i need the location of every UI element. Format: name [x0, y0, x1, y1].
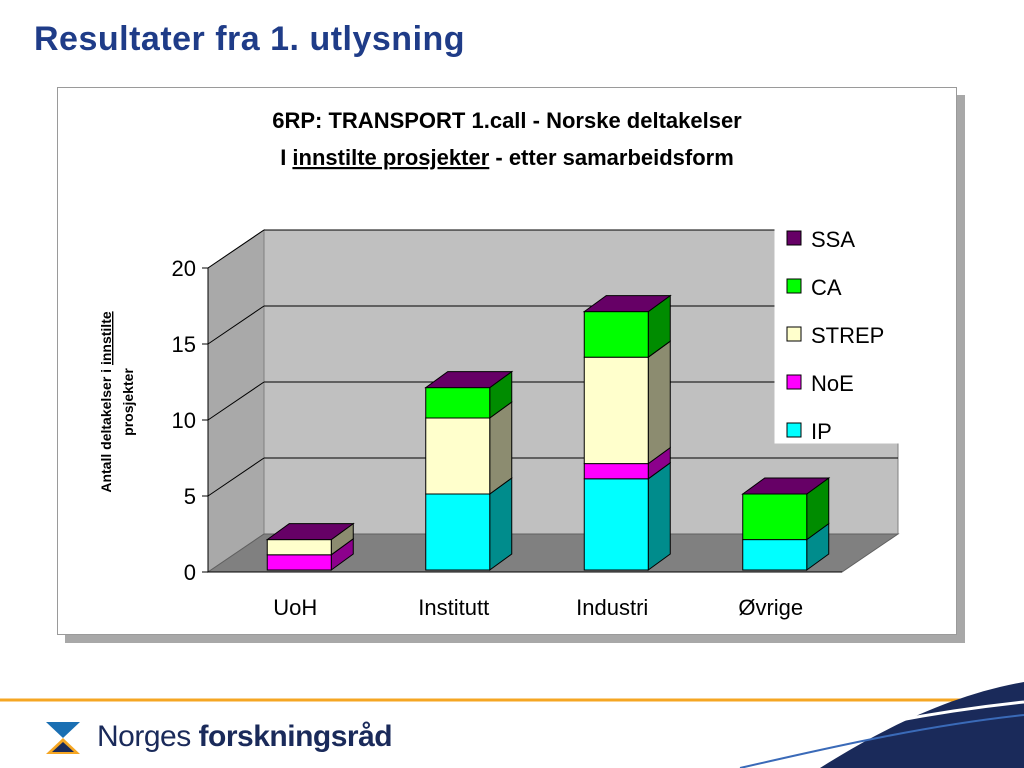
- legend-swatch-ca: [786, 278, 802, 294]
- y-tick-label: 20: [172, 256, 196, 281]
- footer-swoosh-dark: [820, 682, 1024, 768]
- gridline-side: [207, 305, 265, 345]
- bar-top: [265, 523, 355, 541]
- slide-title: Resultater fra 1. utlysning: [34, 20, 466, 58]
- bar-segment-ca-øvrige: [742, 477, 830, 541]
- legend-label-ssa: SSA: [811, 227, 855, 252]
- gridline-side: [207, 229, 265, 269]
- bar-front: [583, 478, 649, 571]
- bar-front: [583, 463, 649, 480]
- bar-segment-ca-institutt: [425, 370, 513, 419]
- bar-front: [742, 493, 808, 541]
- y-tick-label: 10: [172, 408, 196, 433]
- bar-top: [741, 477, 831, 495]
- y-axis-label-line1-prefix: Antall deltakelser i: [98, 365, 114, 493]
- legend-label-noe: NoE: [811, 371, 854, 396]
- legend-swatch-strep: [786, 326, 802, 342]
- bar-front: [425, 493, 491, 571]
- svg-text:Antall deltakelser i innstilte: Antall deltakelser i innstilte: [98, 311, 114, 492]
- y-tick-label: 0: [184, 560, 196, 585]
- gridline-side: [207, 381, 265, 421]
- chart-title-line2-suffix: - etter samarbeidsform: [489, 145, 734, 170]
- bar-side: [647, 340, 671, 465]
- y-axis-label: Antall deltakelser i innstilte prosjekte…: [98, 311, 136, 492]
- logo-word1: Norges: [97, 720, 199, 753]
- bar-segment-ip-institutt: [425, 477, 513, 571]
- bar-front: [583, 311, 649, 358]
- logo-icon: [46, 722, 80, 754]
- plot-area: 0 5 10 15 20 UoH Institutt Industri Øvrige: [172, 229, 900, 620]
- chart-title-line1: 6RP: TRANSPORT 1.call - Norske deltakels…: [272, 108, 742, 133]
- bar-front: [583, 356, 649, 465]
- gridline-side: [207, 457, 265, 497]
- bar-front: [425, 387, 491, 419]
- bar-front: [266, 554, 332, 571]
- bar-front: [425, 417, 491, 495]
- chart-title-line2-underlined: innstilte prosjekter: [292, 145, 489, 170]
- y-tick-label: 15: [172, 332, 196, 357]
- bar-top: [424, 371, 514, 389]
- x-tick-label: Industri: [576, 595, 648, 620]
- legend-label-strep: STREP: [811, 323, 884, 348]
- bar-front: [266, 539, 332, 556]
- x-tick-label: Øvrige: [738, 595, 803, 620]
- bar-front: [742, 539, 808, 571]
- x-tick-label: Institutt: [418, 595, 489, 620]
- y-axis-label-line2: prosjekter: [120, 368, 136, 436]
- chart-title: 6RP: TRANSPORT 1.call - Norske deltakels…: [272, 108, 742, 170]
- bar-segment-strep-industri: [583, 340, 671, 465]
- y-axis-label-line1-underlined: innstilte: [98, 311, 114, 365]
- bar-top: [582, 295, 672, 313]
- logo-wordmark: Norges forskningsråd: [97, 720, 393, 754]
- bar-side: [647, 461, 671, 571]
- legend-box: [774, 206, 900, 444]
- legend: SSA CA STREP NoE IP: [774, 206, 900, 444]
- bar-segment-strep-uoh: [266, 522, 354, 556]
- y-tick-label: 5: [184, 484, 196, 509]
- footer-band: [0, 682, 1024, 768]
- svg-text:I innstilte prosjekter - etter: I innstilte prosjekter - etter samarbeid…: [280, 145, 734, 170]
- legend-label-ip: IP: [811, 419, 832, 444]
- legend-swatch-ssa: [786, 230, 802, 246]
- bar-segment-ip-øvrige: [742, 522, 830, 571]
- chart: 6RP: TRANSPORT 1.call - Norske deltakels…: [98, 108, 900, 620]
- chart-title-line2-prefix: I: [280, 145, 292, 170]
- logo-word2: forskningsråd: [198, 720, 393, 753]
- legend-swatch-noe: [786, 374, 802, 390]
- x-tick-label: UoH: [273, 595, 317, 620]
- legend-label-ca: CA: [811, 275, 842, 300]
- bar-segment-ca-industri: [583, 294, 671, 359]
- bar-segment-strep-institutt: [425, 401, 513, 495]
- legend-swatch-ip: [786, 422, 802, 438]
- svg-text:6RP: TRANSPORT 1.call - Norsk: 6RP: TRANSPORT 1.call - Norske deltakels…: [272, 108, 742, 133]
